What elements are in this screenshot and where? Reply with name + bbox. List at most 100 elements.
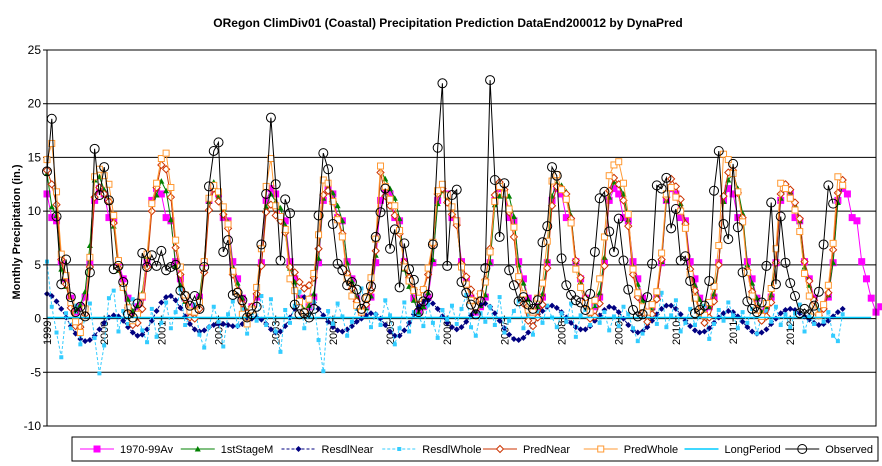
data-point [430, 320, 435, 325]
data-point [334, 327, 341, 334]
data-point [540, 320, 545, 325]
data-point [59, 355, 64, 360]
data-point [64, 311, 69, 316]
data-point [281, 217, 289, 225]
data-point [559, 311, 564, 316]
data-point [532, 295, 543, 306]
data-point [823, 180, 834, 191]
data-point [220, 320, 227, 327]
data-point [54, 330, 59, 335]
data-point [156, 245, 167, 256]
data-point [749, 328, 756, 335]
data-point [335, 301, 340, 306]
data-point [129, 329, 136, 336]
data-point [773, 304, 778, 309]
data-point [834, 173, 842, 181]
data-point [634, 275, 642, 283]
data-point [642, 292, 653, 303]
data-point [308, 303, 319, 314]
data-point [330, 321, 335, 326]
data-point [210, 322, 217, 329]
data-point [216, 319, 221, 324]
data-point [124, 304, 132, 312]
data-point [227, 289, 238, 300]
data-point [189, 291, 200, 302]
data-point [159, 320, 164, 325]
data-point [464, 292, 469, 297]
data-point [256, 239, 267, 250]
data-point [183, 323, 188, 328]
data-point [134, 332, 141, 339]
data-point [625, 322, 632, 329]
data-point [657, 255, 666, 264]
data-point [445, 317, 450, 322]
data-point [86, 253, 94, 261]
data-point [544, 257, 551, 264]
data-point [781, 185, 789, 193]
data-point [165, 262, 176, 273]
data-point [783, 312, 788, 317]
data-point [538, 293, 546, 301]
data-point [167, 293, 174, 300]
data-point [97, 371, 102, 376]
data-point [821, 319, 826, 324]
data-point [687, 323, 694, 330]
data-point [677, 311, 684, 318]
data-point [294, 309, 305, 320]
data-point [396, 332, 403, 339]
series-line [46, 261, 844, 374]
data-point [351, 284, 362, 295]
data-point [453, 326, 460, 333]
legend-label: PredNear [523, 444, 570, 456]
data-point [105, 214, 113, 222]
legend-item: 1stStageM [180, 444, 273, 456]
data-point [485, 75, 496, 86]
data-point [232, 287, 243, 298]
legend-label: PredWhole [624, 444, 678, 456]
data-point [707, 336, 712, 341]
data-point [480, 263, 491, 274]
data-point [551, 170, 562, 181]
data-point [606, 303, 613, 310]
data-point [667, 184, 675, 192]
data-point [213, 137, 224, 148]
data-point [477, 290, 485, 298]
data-point [502, 330, 507, 335]
data-point [618, 255, 629, 266]
data-point [378, 323, 383, 328]
data-point [273, 329, 278, 334]
data-point [545, 303, 550, 308]
legend-item: Observed [785, 444, 873, 456]
data-point [372, 259, 380, 267]
data-point [310, 290, 317, 297]
data-point [386, 195, 394, 203]
data-point [666, 223, 677, 234]
x-tick-label: 2001 [156, 321, 168, 345]
data-point [357, 308, 365, 316]
data-point [518, 292, 529, 303]
legend-swatch-marker [295, 446, 302, 452]
data-point [528, 321, 538, 331]
data-point [815, 311, 823, 319]
data-point [688, 306, 693, 311]
data-point [101, 319, 108, 326]
legend-label: LongPeriod [725, 444, 781, 456]
data-point [724, 156, 732, 164]
legend-swatch-marker [597, 445, 605, 453]
data-point [812, 321, 817, 326]
data-point [91, 173, 99, 181]
data-point [505, 214, 513, 222]
data-point [815, 322, 822, 329]
data-point [164, 300, 169, 305]
data-point [226, 312, 231, 317]
data-point [489, 174, 500, 185]
data-point [669, 313, 674, 318]
data-point [259, 294, 264, 299]
data-point [426, 302, 431, 307]
data-point [234, 275, 242, 283]
data-point [720, 310, 727, 317]
data-point [284, 208, 295, 219]
data-point [205, 194, 213, 202]
data-point [267, 185, 275, 193]
data-point [454, 321, 459, 326]
